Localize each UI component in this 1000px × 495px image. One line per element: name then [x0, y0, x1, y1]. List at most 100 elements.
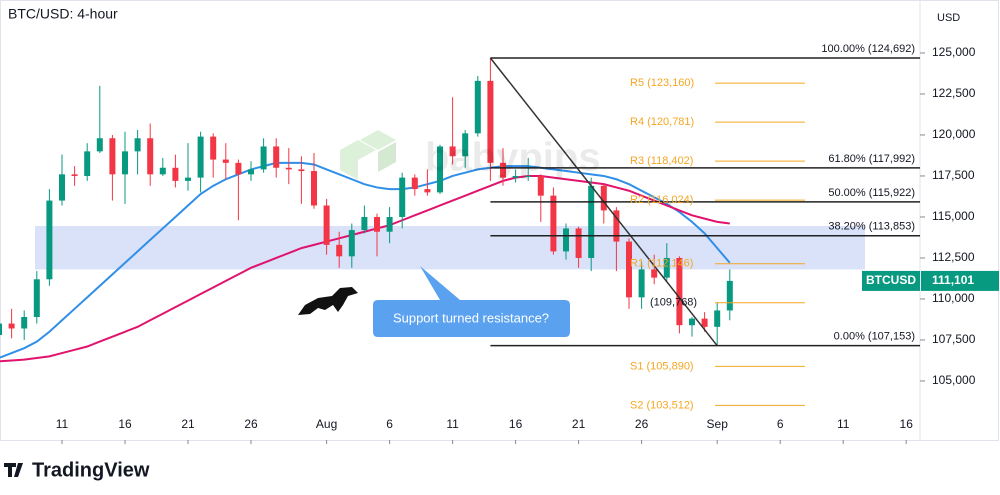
candle-body — [46, 200, 53, 280]
candle-body — [588, 185, 595, 258]
candle-body — [537, 175, 544, 196]
candle-body — [122, 151, 128, 175]
candle-body — [21, 317, 28, 329]
symbol-tag — [862, 270, 920, 291]
pivot-label: R1 (112,146) — [630, 258, 693, 270]
x-tick-label: Sep — [707, 417, 729, 431]
candle-body — [474, 80, 481, 134]
y-tick-label: 117,500 — [932, 168, 975, 182]
brand: TradingView — [32, 459, 150, 481]
x-tick-label: 11 — [446, 417, 459, 431]
candle-body — [323, 205, 330, 245]
moving-average — [0, 161, 731, 359]
candle-body — [248, 169, 254, 175]
candle-body — [33, 279, 40, 318]
fib-label: 50.00% (115,922) — [828, 187, 915, 199]
y-axis-label: USD — [937, 12, 960, 24]
callout-text: Support turned resistance? — [393, 310, 549, 325]
x-tick-label: 6 — [386, 417, 393, 431]
fib-label: 0.00% (107,153) — [834, 331, 915, 343]
candle-body — [424, 189, 431, 193]
y-tick-label: 110,000 — [932, 291, 975, 305]
candle-body — [500, 162, 506, 178]
pivot-label: R4 (120,781) — [630, 116, 694, 128]
candle-body — [210, 136, 217, 160]
price-tag — [921, 270, 999, 291]
candle-body — [726, 280, 733, 311]
candle-body — [399, 177, 406, 217]
price-tag-text: 111,101 — [932, 273, 974, 287]
bull-icon — [298, 287, 358, 315]
candle-body — [0, 323, 2, 336]
candle-body — [487, 80, 494, 163]
candle-body — [512, 175, 519, 178]
candle-body — [462, 133, 469, 157]
candle-body — [298, 169, 305, 172]
candle-body — [311, 171, 317, 206]
candle-body — [676, 257, 683, 326]
candle-body — [651, 269, 658, 278]
candle-body — [260, 146, 267, 170]
candle-body — [336, 244, 343, 257]
support-zone — [35, 225, 865, 270]
y-tick-label: 120,000 — [932, 127, 976, 141]
chart-title: BTC/USD: 4-hour — [8, 6, 118, 22]
x-tick-label: 16 — [509, 417, 523, 431]
fib-label: 100.00% (124,692) — [821, 43, 915, 55]
candle-body — [613, 210, 620, 242]
candle-body — [638, 269, 645, 298]
candle-body — [411, 177, 418, 190]
candle-body — [449, 146, 456, 157]
candle-body — [222, 159, 229, 163]
callout — [373, 266, 570, 337]
y-tick-label: 112,500 — [932, 250, 975, 264]
watermark: babypips — [425, 136, 601, 180]
y-tick-label: 107,500 — [932, 332, 976, 346]
candle-body — [437, 146, 443, 193]
candle-body — [147, 138, 154, 175]
candle-body — [96, 138, 103, 152]
pivot-label: R3 (118,402) — [630, 155, 693, 167]
candle-body — [550, 195, 557, 252]
pivot-label: R5 (123,160) — [630, 77, 694, 89]
x-tick-label: 16 — [900, 417, 914, 431]
candle-body — [285, 167, 292, 170]
candle-body — [714, 310, 721, 327]
symbol-tag-text: BTCUSD — [866, 273, 916, 287]
candle-body — [386, 216, 393, 232]
plot-area: 100.00% (124,692) 61.80% (117,992) 50.00% … — [0, 43, 920, 411]
candle-body — [235, 162, 242, 175]
candle-body — [109, 138, 116, 175]
candle-body — [575, 228, 582, 258]
candle-body — [172, 167, 179, 181]
candle-body — [84, 151, 91, 176]
pivot-label: S2 (103,512) — [630, 399, 694, 411]
candle-body — [71, 174, 78, 176]
candle-body — [626, 241, 632, 298]
x-tick-label: 16 — [118, 417, 132, 431]
candle-body — [361, 216, 368, 231]
candle-body — [525, 175, 532, 177]
candle-body — [701, 318, 708, 327]
y-tick-label: 122,500 — [932, 86, 976, 100]
chart-frame — [0, 0, 999, 441]
candle-body — [273, 146, 280, 168]
x-tick-label: 11 — [56, 417, 69, 431]
candle-body — [8, 323, 15, 329]
x-tick-label: 21 — [181, 417, 195, 431]
candle-body — [600, 185, 607, 211]
y-tick-label: 115,000 — [932, 209, 975, 223]
pivot-label: (109,768) — [650, 297, 697, 309]
fib-label: 38.20% (113,853) — [828, 221, 915, 233]
candle-body — [348, 230, 355, 257]
pivot-label: S1 (105,890) — [630, 360, 694, 372]
x-tick-label: 26 — [244, 417, 258, 431]
brand-logo — [4, 463, 23, 477]
candle-body — [185, 177, 191, 181]
x-tick-label: 26 — [635, 417, 649, 431]
candle-body — [159, 167, 166, 175]
pivot-label: R2 (116,024) — [630, 194, 693, 206]
candle-body — [663, 257, 670, 278]
